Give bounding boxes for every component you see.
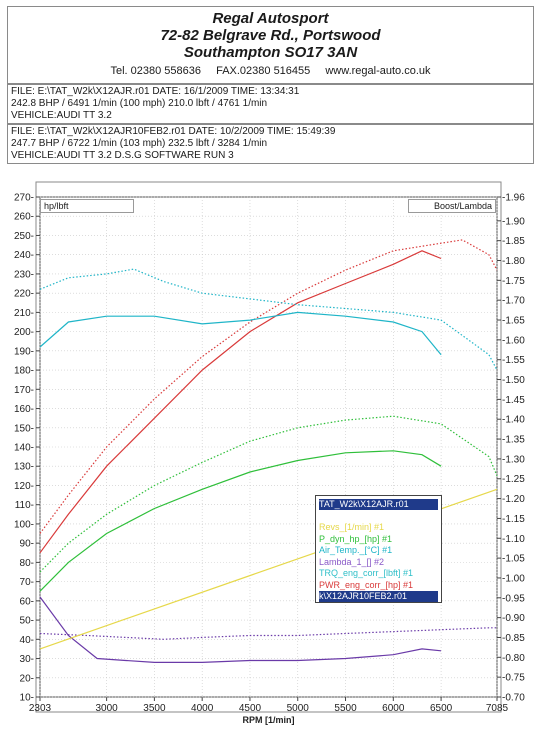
x-tick-label: 4500: [239, 703, 262, 714]
x-axis-label: RPM [1/min]: [242, 715, 294, 725]
x-tick-label: 6500: [430, 703, 453, 714]
run-1-power: 242.8 BHP / 6491 1/min (100 mph) 210.0 l…: [11, 98, 268, 109]
legend-item[interactable]: TAT_W2k\X12AJR.r01: [319, 499, 438, 510]
y-tick-label-left: 250-: [14, 231, 34, 242]
left-axis-label: hp/lbft: [40, 199, 134, 213]
y-tick-label-right: -1.15: [502, 514, 525, 525]
y-tick-label-left: 10-: [20, 693, 34, 704]
run-2-file: FILE: E:\TAT_W2k\X12AJR10FEB2.r01 DATE: …: [11, 126, 336, 137]
y-tick-label-left: 260-: [14, 212, 34, 223]
y-tick-label-right: -1.60: [502, 335, 525, 346]
y-tick-label-left: 180-: [14, 366, 34, 377]
y-tick-label-left: 70-: [20, 577, 34, 588]
x-tick-label: 5000: [287, 703, 310, 714]
website: www.regal-auto.co.uk: [325, 65, 431, 77]
y-tick-label-left: 80-: [20, 558, 34, 569]
company-name: Regal Autosport: [212, 10, 329, 27]
y-tick-label-left: 40-: [20, 635, 34, 646]
y-tick-label-right: -1.10: [502, 534, 525, 545]
legend: TAT_W2k\X12AJR.r01 Revs_[1/min] #1 P_dyn_h…: [315, 495, 442, 603]
series-line-2: [39, 239, 498, 534]
y-tick-label-left: 110-: [15, 500, 34, 511]
x-tick-label: 7085: [486, 703, 509, 714]
y-tick-label-right: -1.55: [502, 355, 525, 366]
y-tick-label-right: -0.80: [502, 653, 525, 664]
y-tick-label-left: 100-: [14, 519, 34, 530]
x-tick-label: 4000: [191, 703, 214, 714]
series-line-7: [39, 596, 442, 664]
y-tick-label-right: -1.25: [502, 474, 525, 485]
legend-item[interactable]: PWR_eng_corr_[hp] #1: [319, 579, 414, 590]
y-tick-label-left: 130-: [14, 462, 34, 473]
fax: FAX.02380 516455: [216, 65, 311, 77]
y-tick-label-left: 240-: [14, 250, 34, 261]
x-tick-label: 2303: [29, 703, 52, 714]
y-tick-label-left: 90-: [20, 539, 34, 550]
y-tick-label-left: 170-: [14, 385, 34, 396]
y-tick-label-left: 150-: [14, 423, 34, 434]
contact-line: Tel. 02380 558636 FAX.02380 516455 www.r…: [8, 65, 533, 77]
x-tick-label: 3500: [143, 703, 166, 714]
x-tick-label: 5500: [334, 703, 357, 714]
y-tick-label-right: -1.45: [502, 395, 525, 406]
y-tick-label-right: -0.75: [502, 673, 525, 684]
address-line-1: 72-82 Belgrave Rd., Portswood: [160, 27, 381, 44]
legend-item[interactable]: TRQ_eng_corr_[lbft] #1: [319, 568, 414, 578]
y-tick-label-right: -1.30: [502, 454, 525, 465]
y-tick-label-left: 220-: [14, 289, 34, 300]
run-info-1: FILE: E:\TAT_W2k\X12AJR.r01 DATE: 16/1/2…: [7, 84, 534, 124]
y-tick-label-right: -1.96: [502, 193, 525, 204]
y-tick-label-right: -1.70: [502, 296, 525, 307]
y-tick-label-right: -1.40: [502, 415, 525, 426]
x-tick-label: 6000: [382, 703, 405, 714]
y-tick-label-left: 60-: [20, 596, 34, 607]
right-axis-label: Boost/Lambda: [408, 199, 496, 213]
y-tick-label-right: -1.75: [502, 276, 525, 287]
y-tick-label-left: 160-: [14, 404, 34, 415]
legend-item[interactable]: [319, 511, 438, 522]
series-line-8: [39, 627, 497, 640]
y-tick-label-left: 140-: [14, 443, 34, 454]
y-tick-label-right: -1.65: [502, 316, 525, 327]
run-1-file: FILE: E:\TAT_W2k\X12AJR.r01 DATE: 16/1/2…: [11, 86, 300, 97]
run-1-vehicle: VEHICLE:AUDI TT 3.2: [11, 110, 112, 121]
run-2-power: 247.7 BHP / 6722 1/min (103 mph) 232.5 l…: [11, 138, 268, 149]
y-tick-label-right: -1.90: [502, 216, 525, 227]
y-tick-label-left: 20-: [20, 673, 34, 684]
y-tick-label-left: 30-: [20, 654, 34, 665]
y-tick-label-right: -0.70: [502, 693, 525, 704]
telephone: Tel. 02380 558636: [110, 65, 202, 77]
y-tick-label-left: 210-: [14, 308, 34, 319]
legend-item[interactable]: Lambda_1_[] #2: [319, 556, 385, 567]
y-tick-label-right: -1.00: [502, 573, 525, 584]
y-tick-label-left: 50-: [20, 616, 34, 627]
y-tick-label-right: -1.20: [502, 494, 525, 505]
dyno-header: Regal Autosport 72-82 Belgrave Rd., Port…: [7, 6, 534, 84]
run-2-vehicle: VEHICLE:AUDI TT 3.2 D.S.G SOFTWARE RUN 3: [11, 150, 234, 161]
y-tick-label-right: -1.85: [502, 236, 525, 247]
y-tick-label-left: 120-: [14, 481, 34, 492]
y-tick-label-left: 230-: [14, 269, 34, 280]
series-line-6: [39, 268, 498, 371]
y-tick-label-right: -0.95: [502, 593, 525, 604]
y-tick-label-left: 190-: [14, 346, 34, 357]
y-tick-label-right: -1.05: [502, 554, 525, 565]
address-line-2: Southampton SO17 3AN: [183, 44, 358, 61]
y-tick-label-right: -1.35: [502, 435, 525, 446]
x-tick-label: 3000: [95, 703, 118, 714]
legend-item[interactable]: k\X12AJR10FEB2.r01: [319, 591, 438, 602]
legend-item[interactable]: P_dyn_hp_[hp] #1: [319, 533, 393, 544]
y-tick-label-right: -1.80: [502, 256, 525, 267]
y-tick-label-right: -0.90: [502, 613, 525, 624]
y-tick-label-right: -0.85: [502, 633, 525, 644]
plot-area: [39, 196, 498, 698]
legend-item[interactable]: Air_Temp._[°C] #1: [319, 545, 393, 555]
chart-frame: [35, 181, 502, 713]
series-line-5: [39, 311, 442, 356]
y-tick-label-left: 200-: [14, 327, 34, 338]
y-tick-label-left: 270-: [14, 193, 34, 204]
y-tick-label-right: -1.50: [502, 375, 525, 386]
legend-item[interactable]: Revs_[1/min] #1: [319, 522, 385, 532]
run-info-2: FILE: E:\TAT_W2k\X12AJR10FEB2.r01 DATE: …: [7, 124, 534, 164]
